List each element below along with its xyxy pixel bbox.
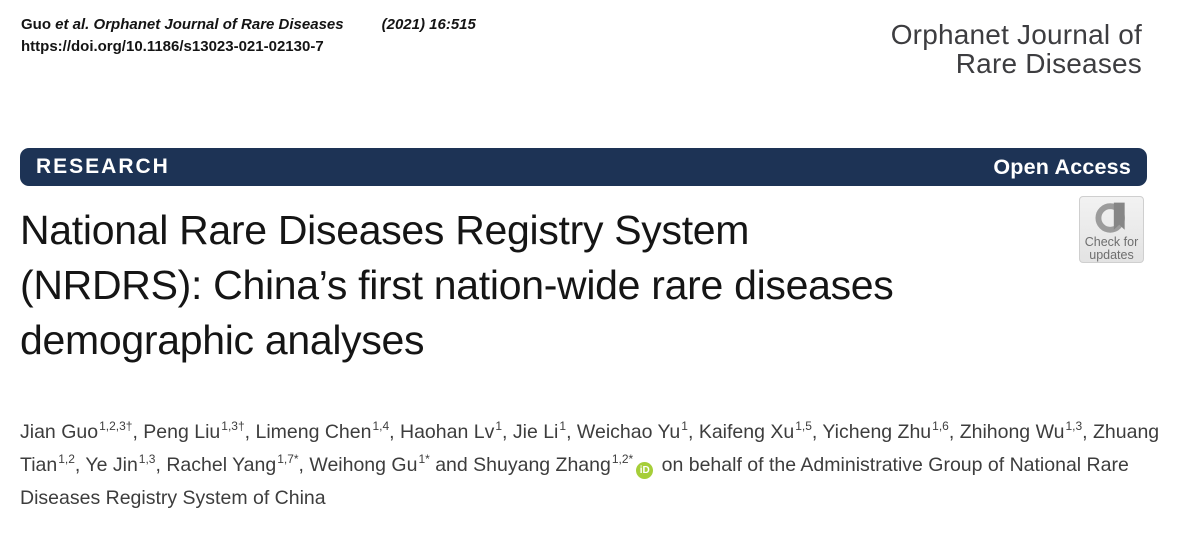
article-title: National Rare Diseases Registry System (… <box>20 203 1170 368</box>
citation-volume-ref: (2021) 16:515 <box>381 16 476 33</box>
author-name: Zhihong Wu <box>959 421 1065 443</box>
doi-link[interactable]: https://doi.org/10.1186/s13023-021-02130… <box>21 38 324 55</box>
author-name: Ye Jin <box>85 454 138 476</box>
author-name: Limeng Chen <box>255 421 372 443</box>
author-affiliation-sup: 1,2 <box>58 451 75 466</box>
author-affiliation-sup: 1,3† <box>221 418 245 433</box>
author-affiliation-sup: 1 <box>681 418 688 433</box>
author-name: Jian Guo <box>20 421 99 443</box>
orcid-icon[interactable]: iD <box>636 462 654 479</box>
article-type-label: RESEARCH <box>36 155 170 178</box>
check-for-updates-badge[interactable]: Check for updates <box>1079 196 1144 263</box>
author-name: Kaifeng Xu <box>698 421 795 443</box>
author-affiliation-sup: 1,3 <box>138 451 156 466</box>
author-name: Shuyang Zhang <box>473 454 611 476</box>
title-line3: demographic analyses <box>20 317 425 363</box>
author-affiliation-sup: 1 <box>495 418 503 433</box>
journal-name-line1: Orphanet Journal of <box>890 19 1142 50</box>
journal-name: Orphanet Journal of Rare Diseases <box>891 20 1142 78</box>
citation-author: Guo <box>21 16 56 33</box>
crossmark-icon <box>1094 202 1125 233</box>
author-name: Haohan Lv <box>400 421 495 443</box>
citation-block: Guo et al. Orphanet Journal of Rare Dise… <box>21 14 476 58</box>
author-name: Yicheng Zhu <box>822 421 932 443</box>
authors-line: Jian Guo1,2,3†, Peng Liu1,3†, Limeng Che… <box>20 418 1160 510</box>
check-updates-label: Check for updates <box>1084 235 1139 262</box>
author-affiliation-sup: 1,7* <box>277 451 299 466</box>
open-access-label: Open Access <box>993 154 1131 179</box>
author-affiliation-sup: 1 <box>559 418 567 433</box>
author-name: Rachel Yang <box>166 454 277 476</box>
author-affiliation-sup: 1* <box>418 451 430 466</box>
author-name: Jie Li <box>512 421 559 443</box>
author-affiliation-sup: 1,4 <box>372 418 390 433</box>
author-affiliation-sup: 1,2,3† <box>99 418 133 433</box>
author-affiliation-sup: 1,3 <box>1065 418 1083 433</box>
author-name: Weichao Yu <box>576 421 681 443</box>
title-line1: National Rare Diseases Registry System <box>20 207 750 253</box>
citation-line: Guo et al. Orphanet Journal of Rare Dise… <box>21 14 476 36</box>
journal-name-line2: Rare Diseases <box>955 48 1142 79</box>
research-banner: RESEARCH Open Access <box>20 148 1147 186</box>
title-line2: (NRDRS): China’s first nation-wide rare … <box>20 262 894 308</box>
author-affiliation-sup: 1,2* <box>611 451 634 466</box>
author-name: Zhuang Tian <box>20 421 1160 476</box>
citation-journal: et al. Orphanet Journal of Rare Diseases <box>55 16 344 33</box>
author-affiliation-sup: 1,5 <box>795 418 812 433</box>
author-affiliation-sup: 1,6 <box>932 418 949 433</box>
author-name: Peng Liu <box>143 421 221 443</box>
author-name: Weihong Gu <box>309 454 418 476</box>
